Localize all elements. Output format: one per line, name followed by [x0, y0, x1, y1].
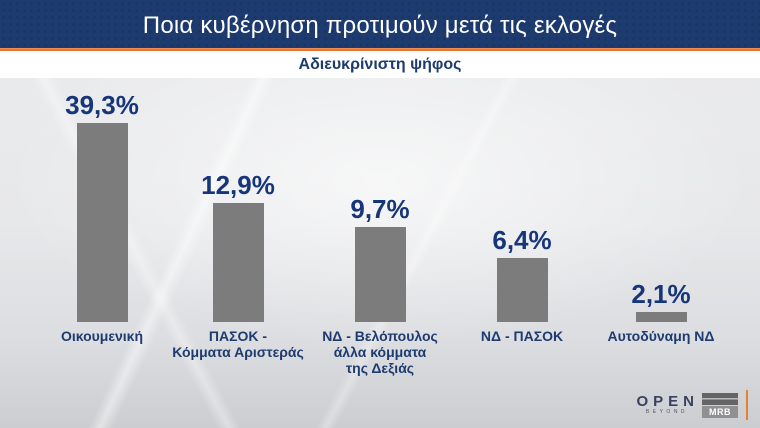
mrb-logo-text: MRB	[702, 405, 738, 418]
mrb-logo: MRB	[702, 392, 738, 418]
page-title: Ποια κυβέρνηση προτιμούν μετά τις εκλογέ…	[142, 12, 618, 39]
value-label-3: 6,4%	[492, 225, 552, 255]
open-beyond-logo: OPEN BEYOND	[636, 394, 694, 416]
chart-subtitle: Αδιευκρίνιστη ψήφος	[298, 56, 462, 73]
value-label-4: 2,1%	[631, 279, 691, 309]
mrb-logo-stripes-icon	[702, 392, 738, 405]
bar-0	[76, 123, 128, 322]
category-label-2: ΝΔ - Βελόπουλος άλλα κόμματα της Δεξιάς	[322, 328, 438, 376]
category-label-3: ΝΔ - ΠΑΣΟΚ	[480, 328, 564, 344]
value-label-0: 39,3%	[65, 90, 139, 120]
footer-logos: OPEN BEYOND MRB	[636, 389, 748, 421]
bar-2	[354, 227, 406, 322]
value-label-2: 9,7%	[350, 194, 410, 224]
bar-3	[496, 258, 548, 322]
bar-1	[212, 203, 264, 322]
bar-4	[635, 312, 687, 322]
open-logo-text: OPEN	[636, 392, 699, 410]
category-label-0: Οικουμενική	[60, 328, 144, 344]
category-label-4: Αυτοδύναμη ΝΔ	[607, 328, 715, 344]
footer-accent-line-icon	[746, 390, 748, 420]
value-label-1: 12,9%	[201, 170, 275, 200]
category-label-1: ΠΑΣΟΚ - Κόμματα Αριστεράς	[172, 328, 304, 360]
open-logo-subtext: BEYOND	[645, 408, 689, 415]
subtitle-band: Αδιευκρίνιστη ψήφος	[0, 51, 760, 78]
accent-divider	[0, 48, 760, 51]
header-bar: Ποια κυβέρνηση προτιμούν μετά τις εκλογέ…	[0, 0, 760, 48]
